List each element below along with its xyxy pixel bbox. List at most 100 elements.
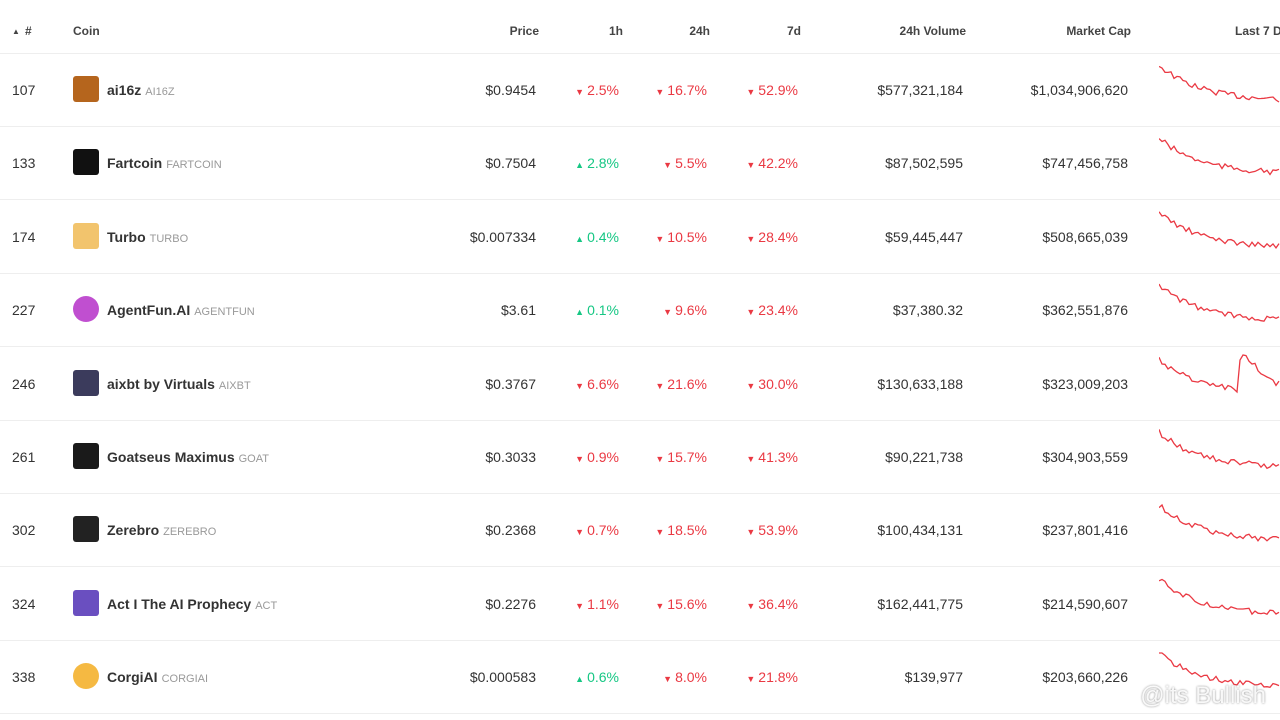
change-value: 2.5% bbox=[587, 82, 619, 98]
header-coin[interactable]: Coin bbox=[73, 24, 100, 38]
change-value: 18.5% bbox=[667, 522, 707, 539]
table-row[interactable]: 227 AgentFun.AI AGENTFUN $3.61 ▲ 0.1% ▼ 9.6% ▼ 23… bbox=[0, 273, 1280, 348]
change-value: 21.6% bbox=[667, 375, 707, 392]
coin[interactable]: AgentFun.AI AGENTFUN bbox=[107, 302, 255, 318]
volume: $90,221,738 bbox=[885, 449, 963, 465]
volume: $130,633,188 bbox=[877, 375, 963, 392]
coin[interactable]: aixbt by Virtuals AIXBT bbox=[107, 376, 251, 392]
change-value: 8.0% bbox=[675, 669, 707, 686]
table-row[interactable]: 338 CorgiAI CORGIAI $0.000583 ▲ 0.6% ▼ 8.0% ▼ 21.… bbox=[0, 640, 1280, 715]
change-d7: ▼ 36.4% bbox=[746, 596, 798, 612]
coin[interactable]: Fartcoin FARTCOIN bbox=[107, 155, 222, 171]
header-rank[interactable]: # bbox=[25, 24, 32, 38]
market-cap: $747,456,758 bbox=[1042, 155, 1128, 172]
change-h24: ▼ 18.5% bbox=[655, 522, 707, 538]
volume: $37,380.32 bbox=[892, 302, 963, 319]
sparkline bbox=[1159, 652, 1280, 689]
rank: 227 bbox=[12, 302, 36, 319]
rank: 302 bbox=[12, 522, 36, 539]
change-value: 9.6% bbox=[675, 302, 707, 319]
coin-symbol: FARTCOIN bbox=[166, 159, 222, 172]
table-row[interactable]: 246 aixbt by Virtuals AIXBT $0.3767 ▼ 6.6% ▼ 21… bbox=[0, 347, 1280, 421]
market-cap: $214,590,607 bbox=[1042, 595, 1128, 612]
change-h24: ▼ 8.0% bbox=[663, 669, 707, 685]
table-row[interactable]: 107 ai16z AI16Z $0.9454 ▼ 2.5% ▼ 16.7% ▼ 52.9% $57… bbox=[0, 53, 1280, 127]
change-arrow: ▲ bbox=[575, 160, 585, 171]
price: $0.2276 bbox=[485, 595, 536, 612]
change-value: 30.0% bbox=[758, 375, 798, 392]
sparkline-line bbox=[1159, 211, 1280, 249]
change-value: 15.7% bbox=[667, 449, 707, 465]
change-h24: ▼ 21.6% bbox=[655, 376, 707, 392]
change-value: 6.6% bbox=[587, 375, 619, 392]
coin-icon bbox=[73, 76, 99, 102]
price: $0.9454 bbox=[485, 82, 536, 98]
change-h24: ▼ 16.7% bbox=[655, 82, 707, 98]
coin-icon bbox=[73, 443, 99, 469]
change-h1: ▼ 1.1% bbox=[575, 596, 619, 612]
change-d7: ▼ 21.8% bbox=[746, 669, 798, 685]
change-d7: ▼ 52.9% bbox=[746, 82, 798, 98]
sparkline bbox=[1159, 429, 1280, 470]
coin-name: Fartcoin bbox=[107, 155, 163, 172]
change-arrow: ▼ bbox=[746, 160, 756, 171]
header-1h[interactable]: 1h bbox=[608, 24, 623, 38]
change-value: 0.4% bbox=[587, 228, 619, 245]
header-market-cap[interactable]: Market Cap bbox=[1066, 24, 1131, 38]
coin[interactable]: Zerebro ZEREBRO bbox=[107, 522, 216, 538]
header-price[interactable]: Price bbox=[509, 24, 539, 38]
market-cap: $237,801,416 bbox=[1042, 522, 1128, 539]
sparkline-line bbox=[1159, 429, 1280, 470]
coin-symbol: ZEREBRO bbox=[163, 526, 217, 539]
change-arrow: ▼ bbox=[575, 527, 585, 538]
sort-arrow[interactable]: ▲ bbox=[12, 27, 20, 36]
coin[interactable]: CorgiAI CORGIAI bbox=[107, 669, 208, 685]
coin[interactable]: ai16z AI16Z bbox=[107, 82, 175, 98]
coin[interactable]: Act I The AI Prophecy ACT bbox=[107, 596, 277, 612]
change-h1: ▲ 0.6% bbox=[575, 669, 619, 685]
change-arrow: ▼ bbox=[655, 600, 665, 611]
watermark: @its Bullish bbox=[1140, 682, 1266, 709]
price: $0.2368 bbox=[485, 522, 536, 539]
header-24h[interactable]: 24h bbox=[689, 24, 710, 38]
sparkline-line bbox=[1159, 353, 1280, 394]
table-row[interactable]: 261 Goatseus Maximus GOAT $0.3033 ▼ 0.9% ▼ 15.7… bbox=[0, 420, 1280, 494]
rank: 338 bbox=[12, 669, 36, 686]
volume: $577,321,184 bbox=[877, 82, 963, 98]
change-value: 0.1% bbox=[587, 302, 619, 319]
change-arrow: ▼ bbox=[655, 454, 665, 464]
change-arrow: ▼ bbox=[575, 454, 585, 464]
change-value: 28.4% bbox=[758, 228, 798, 245]
rank: 133 bbox=[12, 155, 36, 172]
header-volume[interactable]: 24h Volume bbox=[899, 24, 966, 38]
coin-symbol: GOAT bbox=[238, 453, 269, 465]
price: $3.61 bbox=[500, 302, 536, 319]
change-value: 0.9% bbox=[587, 449, 619, 465]
coin[interactable]: Goatseus Maximus GOAT bbox=[107, 449, 269, 465]
change-value: 15.6% bbox=[667, 595, 707, 612]
table-row[interactable]: 302 Zerebro ZEREBRO $0.2368 ▼ 0.7% ▼ 18.5% ▼ 53.9… bbox=[0, 493, 1280, 568]
coin-symbol: CORGIAI bbox=[161, 673, 209, 686]
coin-symbol: ACT bbox=[255, 599, 278, 612]
sparkline bbox=[1159, 138, 1280, 177]
change-value: 23.4% bbox=[758, 302, 798, 319]
price: $0.3767 bbox=[485, 375, 536, 392]
change-value: 36.4% bbox=[758, 595, 798, 612]
change-arrow: ▼ bbox=[746, 307, 756, 318]
change-d7: ▼ 23.4% bbox=[746, 302, 798, 318]
change-value: 2.8% bbox=[587, 155, 619, 172]
coin-icon bbox=[73, 369, 99, 396]
change-value: 16.7% bbox=[667, 82, 707, 98]
coin-name: Goatseus Maximus bbox=[107, 449, 235, 465]
table-row[interactable]: 324 Act I The AI Prophecy ACT $0.2276 ▼ 1.1% ▼… bbox=[0, 567, 1280, 641]
change-h1: ▲ 2.8% bbox=[575, 155, 619, 171]
header-7d[interactable]: 7d bbox=[786, 24, 801, 38]
coin[interactable]: Turbo TURBO bbox=[107, 229, 188, 245]
change-h24: ▼ 5.5% bbox=[663, 155, 707, 171]
table-row[interactable]: 174 Turbo TURBO $0.007334 ▲ 0.4% ▼ 10.5% ▼ 28.4% $… bbox=[0, 200, 1280, 274]
coin-name: CorgiAI bbox=[107, 669, 158, 686]
change-h24: ▼ 9.6% bbox=[663, 302, 707, 318]
change-value: 5.5% bbox=[675, 155, 707, 172]
table-row[interactable]: 133 Fartcoin FARTCOIN $0.7504 ▲ 2.8% ▼ 5.5% ▼ 42.… bbox=[0, 126, 1280, 201]
header-sparkline: Last 7 Days bbox=[1235, 24, 1280, 38]
